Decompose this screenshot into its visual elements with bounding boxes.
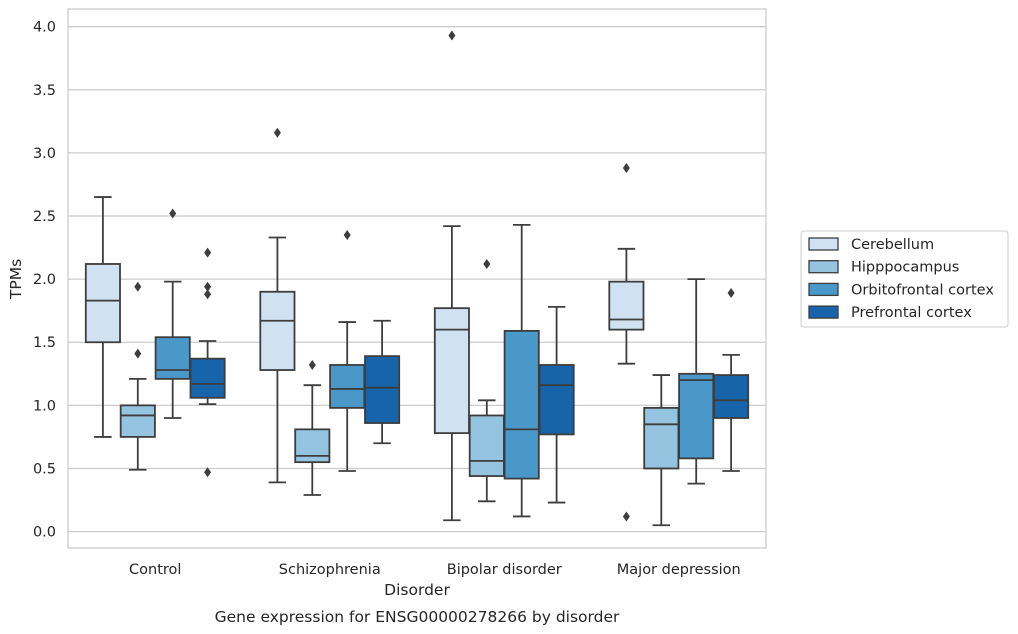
box-iqr <box>84 263 121 344</box>
outlier-point <box>308 359 316 370</box>
y-tick-label: 2.5 <box>33 209 56 225</box>
outlier-point <box>169 208 177 219</box>
y-tick-label: 0.5 <box>33 461 56 477</box>
outlier-point <box>343 229 351 240</box>
box-iqr <box>154 336 191 380</box>
x-tick-label: Control <box>129 562 181 578</box>
box-cerebellum-bipolar-disorder <box>433 30 470 522</box>
outlier-point <box>622 511 630 522</box>
x-axis-ticks: Control Schizophrenia Bipolar disorder Majo… <box>129 562 741 578</box>
box-iqr <box>643 406 680 470</box>
box-iqr <box>364 355 401 424</box>
y-tick-label: 1.5 <box>33 335 56 351</box>
box-hipppocampus-schizophrenia <box>294 359 331 496</box>
chart-title: Gene expression for ENSG00000278266 by d… <box>215 608 620 626</box>
legend-label: Cerebellum <box>851 237 934 253</box>
legend: Cerebellum Hipppocampus Orbitofrontal cort… <box>800 230 1009 328</box>
legend-swatch <box>808 260 839 274</box>
y-axis-ticks: 0.0 0.5 1.0 1.5 2.0 2.5 3.0 3.5 4.0 <box>33 20 56 541</box>
box-cerebellum-control <box>84 196 121 438</box>
box-iqr <box>259 290 296 371</box>
y-tick-label: 3.5 <box>33 83 56 99</box>
legend-swatch <box>808 305 839 319</box>
outlier-point <box>204 247 212 258</box>
box-iqr <box>503 329 540 480</box>
outlier-point <box>622 163 630 174</box>
outlier-point <box>483 258 491 269</box>
outlier-point <box>273 127 281 138</box>
box-orbitofrontal-cortex-schizophrenia <box>329 229 366 472</box>
legend-label: Orbitofrontal cortex <box>851 282 994 298</box>
box-prefrontal-cortex-bipolar-disorder <box>538 306 575 504</box>
y-tick-label: 1.0 <box>33 398 56 414</box>
outlier-point <box>448 30 456 41</box>
y-tick-label: 4.0 <box>33 20 56 36</box>
box-orbitofrontal-cortex-major-depression <box>678 278 715 485</box>
box-prefrontal-cortex-schizophrenia <box>364 319 401 445</box>
outlier-point <box>204 289 212 300</box>
box-iqr <box>329 364 366 409</box>
y-tick-label: 0.0 <box>33 525 56 541</box>
legend-items: Cerebellum Hipppocampus Orbitofrontal cort… <box>808 237 994 321</box>
box-iqr <box>608 280 645 331</box>
box-iqr <box>538 364 575 436</box>
box-iqr <box>433 307 470 435</box>
outlier-point <box>134 348 142 359</box>
legend-swatch <box>808 237 839 251</box>
legend-label: Hipppocampus <box>851 260 959 276</box>
legend-label: Prefrontal cortex <box>851 305 972 321</box>
box-iqr <box>119 404 156 438</box>
x-tick-label: Schizophrenia <box>279 562 381 578</box>
legend-swatch <box>808 282 839 297</box>
box-iqr <box>294 428 331 464</box>
outlier-point <box>134 281 142 292</box>
box-iqr <box>678 372 715 460</box>
x-axis-label: Disorder <box>384 581 450 599</box>
legend-frame <box>800 230 1009 328</box>
box-cerebellum-major-depression <box>608 163 645 522</box>
box-iqr <box>189 357 226 399</box>
x-tick-label: Bipolar disorder <box>447 562 562 578</box>
box-hipppocampus-bipolar-disorder <box>468 258 505 503</box>
box-hipppocampus-major-depression <box>643 374 680 527</box>
box-hipppocampus-control <box>119 281 156 471</box>
box-orbitofrontal-cortex-control <box>154 208 191 419</box>
y-tick-label: 2.0 <box>33 272 56 288</box>
box-prefrontal-cortex-major-depression <box>713 288 750 472</box>
y-axis-label: TPMs <box>7 259 25 300</box>
x-tick-label: Major depression <box>617 562 741 578</box>
box-orbitofrontal-cortex-bipolar-disorder <box>503 223 540 518</box>
boxes-layer <box>84 30 750 527</box>
box-prefrontal-cortex-control <box>189 247 226 478</box>
box-iqr <box>713 374 750 419</box>
plot-frame <box>67 8 767 549</box>
outlier-point <box>204 467 212 478</box>
outlier-point <box>727 288 735 299</box>
box-iqr <box>468 414 505 477</box>
box-cerebellum-schizophrenia <box>259 127 296 484</box>
y-tick-label: 3.0 <box>33 146 56 162</box>
outlier-point <box>204 281 212 292</box>
